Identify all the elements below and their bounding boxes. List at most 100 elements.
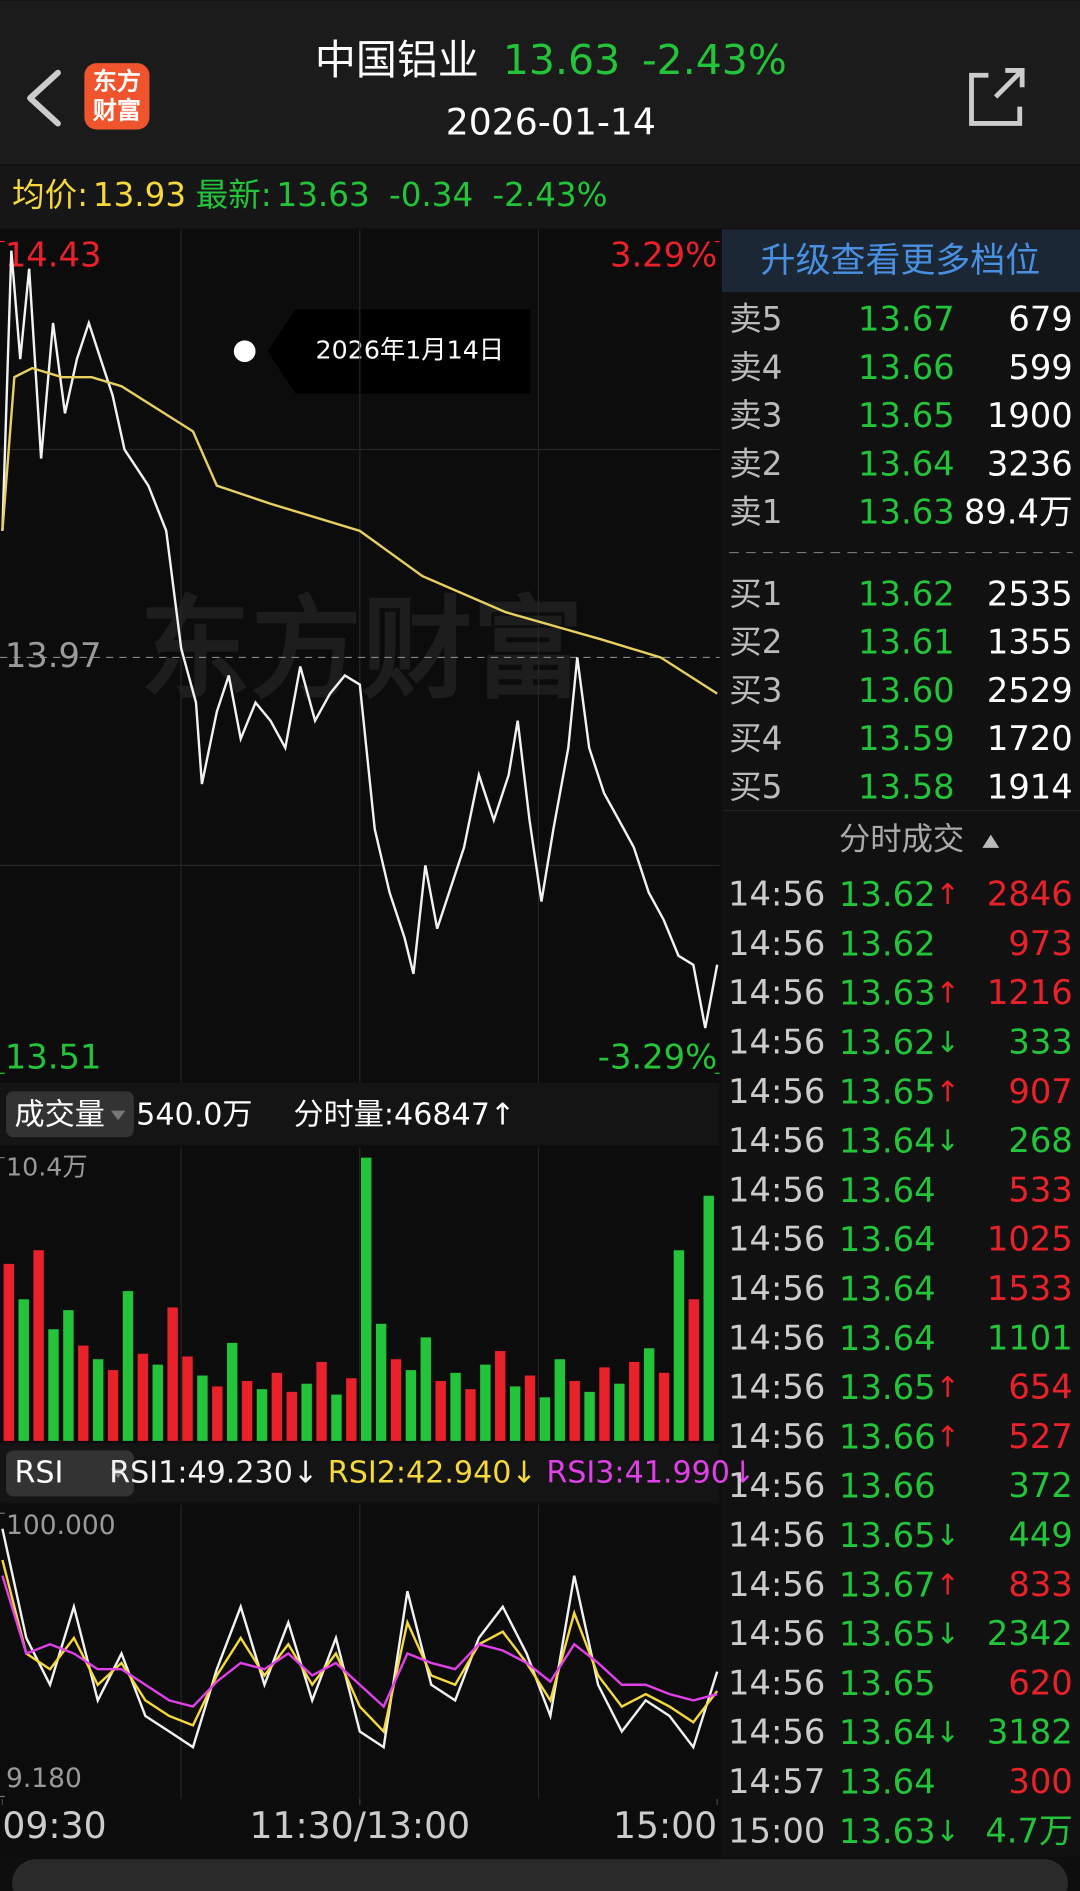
trade-price: 13.66↑ <box>839 1417 960 1456</box>
series-line <box>1 1559 719 1734</box>
trade-price: 13.64 <box>839 1220 936 1259</box>
trade-price-value: 13.67 <box>839 1565 936 1604</box>
book-price: 13.61 <box>858 623 955 662</box>
volume-bar <box>346 1378 357 1441</box>
volume-bar <box>18 1299 29 1441</box>
trade-time: 14:56 <box>728 1072 825 1111</box>
title-line: 中国铝业 13.63 -2.43% <box>315 36 787 84</box>
book-price: 13.63 <box>858 492 955 531</box>
volume-bar <box>92 1359 104 1441</box>
volume-bar <box>212 1386 223 1441</box>
trade-time: 14:56 <box>728 1220 825 1259</box>
volume-bar <box>450 1372 461 1441</box>
volume-bar <box>122 1291 134 1441</box>
x-tick-label: 09:30 <box>2 1804 106 1847</box>
info-bar <box>0 165 1080 229</box>
rsi-selector[interactable] <box>6 1450 134 1497</box>
book-label: 卖2 <box>729 445 782 483</box>
volume-bar <box>256 1389 268 1441</box>
volume-total: 540.0万 <box>136 1097 252 1132</box>
volume-bar <box>405 1370 417 1441</box>
date: 2026-01-14 <box>446 101 656 144</box>
volume-info: 成交量 540.0万 分时量:46847↑ <box>14 1097 515 1132</box>
sort-icon[interactable] <box>982 834 1000 848</box>
dropdown-icon <box>110 1468 126 1479</box>
y2-tick-label: 3.29% <box>610 236 717 275</box>
rsi-value: RSI3:41.990↓ <box>546 1455 755 1490</box>
volume-bar <box>658 1372 670 1441</box>
volume-bar <box>286 1391 297 1441</box>
trade-price-value: 13.64 <box>839 1170 936 1209</box>
trade-price: 13.62↑ <box>839 875 960 914</box>
book-volume: 89.4万 <box>964 492 1073 531</box>
book-price: 13.66 <box>858 348 955 387</box>
book-volume: 1914 <box>987 767 1073 806</box>
book-label: 卖5 <box>729 300 782 338</box>
tick-volume: 分时量:46847↑ <box>294 1097 516 1132</box>
trade-price: 13.64 <box>839 1269 936 1308</box>
trade-time: 14:56 <box>728 924 825 963</box>
trade-time: 14:56 <box>728 1417 825 1456</box>
volume-bar <box>167 1307 178 1441</box>
trade-price-value: 13.62 <box>839 1022 936 1061</box>
volume-bar <box>495 1351 506 1441</box>
trade-arrow: ↓ <box>936 1124 960 1158</box>
info-avg: 13.93 <box>93 176 186 214</box>
rsi-label: RSI <box>14 1455 63 1490</box>
book-price: 13.60 <box>858 671 955 710</box>
volume-bar <box>480 1364 491 1441</box>
volume-bar <box>78 1345 89 1441</box>
trade-price: 13.64 <box>839 1318 936 1357</box>
y-tick-label: 14.43 <box>5 236 102 275</box>
back-button[interactable] <box>27 69 61 127</box>
volume-selector[interactable] <box>6 1091 134 1138</box>
book-volume: 679 <box>1008 300 1072 339</box>
volume-bar <box>226 1342 238 1441</box>
book-label: 买3 <box>729 671 782 709</box>
trade-volume: 372 <box>1008 1466 1072 1505</box>
book-price: 13.67 <box>858 300 955 339</box>
share-button[interactable] <box>969 67 1025 126</box>
trade-price: 13.65 <box>839 1663 936 1702</box>
trade-time: 14:56 <box>728 1466 825 1505</box>
book-price: 13.65 <box>858 396 955 435</box>
volume-bar <box>554 1359 566 1441</box>
info-latest-label: 最新: <box>196 176 272 214</box>
trade-price-value: 13.64 <box>839 1121 936 1160</box>
trade-volume: 2342 <box>987 1614 1073 1653</box>
trade-time: 14:56 <box>728 1713 825 1752</box>
info-line: 均价: 13.93 最新: 13.63 -0.34 -2.43% <box>12 176 607 214</box>
volume-bar <box>63 1310 74 1441</box>
trade-price-value: 13.65 <box>839 1368 936 1407</box>
trade-price-value: 13.65 <box>839 1663 936 1702</box>
volume-bar <box>703 1195 714 1441</box>
book-volume: 2535 <box>987 574 1073 613</box>
volume-bar <box>316 1361 327 1441</box>
info-change: -0.34 <box>389 176 473 214</box>
trade-price-value: 13.64 <box>839 1713 936 1752</box>
trade-arrow: ↑ <box>936 1074 960 1108</box>
trade-price: 13.65↑ <box>839 1072 960 1111</box>
volume-bar <box>539 1397 551 1441</box>
book-label: 买1 <box>729 575 782 613</box>
trade-price-value: 13.66 <box>839 1417 936 1456</box>
x-tick-label: 15:00 <box>613 1804 717 1847</box>
trade-price-value: 13.64 <box>839 1318 936 1357</box>
volume-bar <box>137 1353 149 1441</box>
book-label: 卖3 <box>729 397 782 435</box>
book-price: 13.58 <box>858 767 955 806</box>
volume-label: 成交量 <box>14 1097 104 1132</box>
upgrade-banner[interactable] <box>722 229 1080 293</box>
bottom-sheet-handle <box>12 1859 1068 1891</box>
trade-price-value: 13.65 <box>839 1515 936 1554</box>
book-volume: 2529 <box>987 671 1073 710</box>
volume-bar <box>3 1263 15 1441</box>
trade-price-value: 13.63 <box>839 973 936 1012</box>
trade-price: 13.65↓ <box>839 1614 960 1653</box>
trade-time: 14:56 <box>728 1614 825 1653</box>
trade-price: 13.67↑ <box>839 1565 960 1604</box>
trade-volume: 2846 <box>987 875 1073 914</box>
volume-bar <box>361 1157 372 1441</box>
trade-time: 14:56 <box>728 1170 825 1209</box>
